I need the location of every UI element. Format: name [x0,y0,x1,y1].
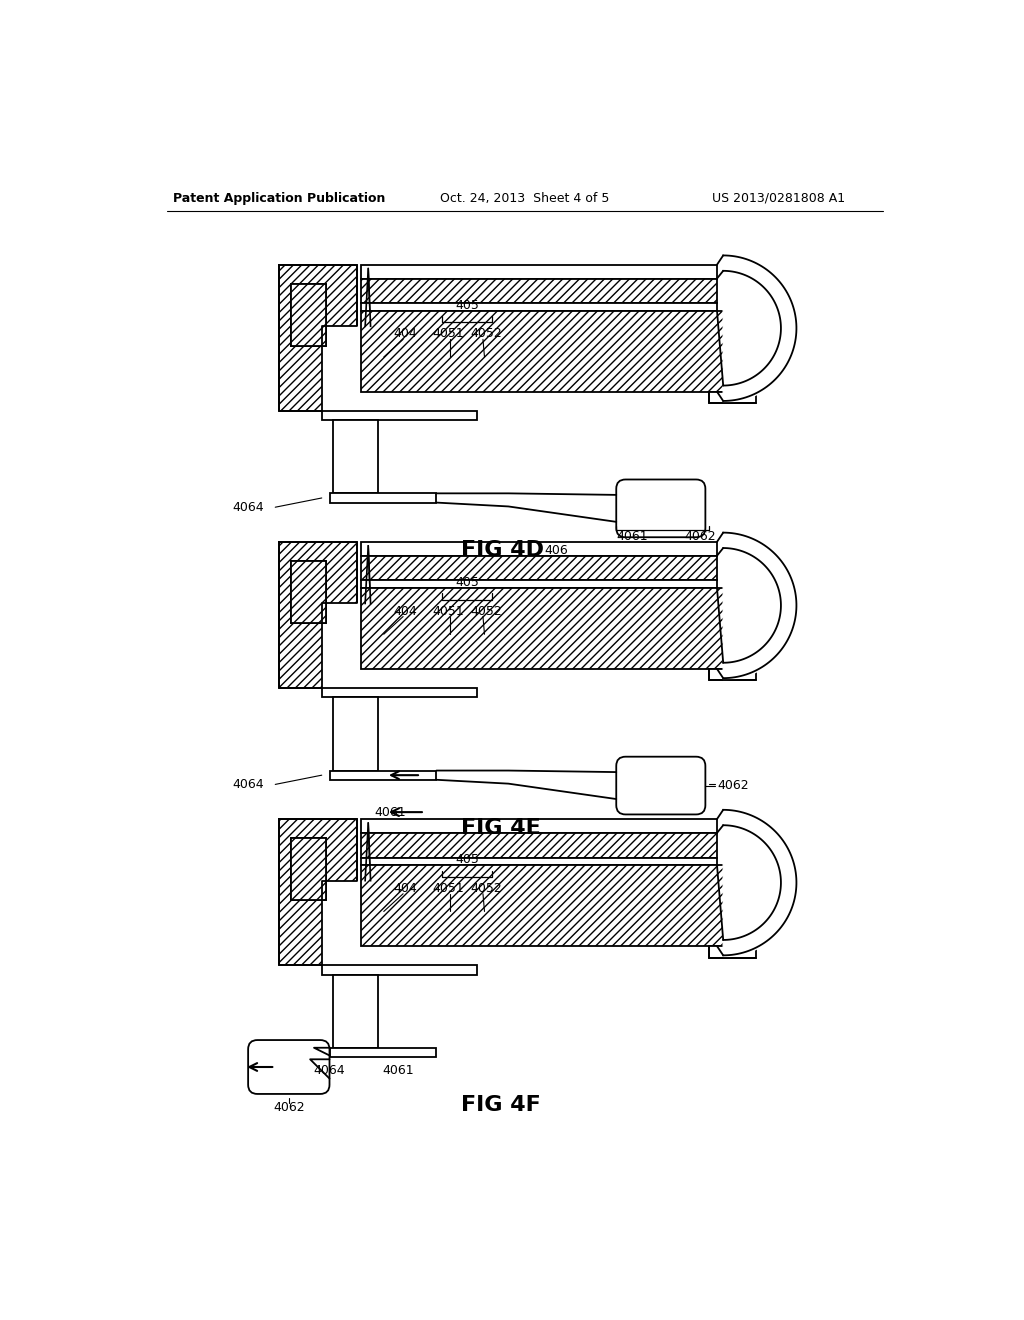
FancyBboxPatch shape [616,479,706,537]
Text: 4051: 4051 [432,605,464,618]
Text: 405: 405 [455,576,479,589]
Bar [360,833,717,858]
Bar [360,556,717,581]
Text: 405: 405 [455,853,479,866]
Bar [322,326,360,411]
Text: 4052: 4052 [471,882,503,895]
Bar [710,946,756,958]
Bar [322,603,360,688]
Bar [291,561,326,623]
Bar [334,697,378,771]
Text: 405: 405 [455,298,479,312]
Text: 4064: 4064 [232,777,263,791]
Text: 404: 404 [393,327,417,341]
Polygon shape [723,808,798,957]
Polygon shape [723,531,798,680]
Text: FIG 4D: FIG 4D [461,540,544,560]
Text: 4061: 4061 [375,805,407,818]
Text: 404: 404 [393,605,417,618]
Bar [710,392,756,404]
Text: FIG 4E: FIG 4E [461,817,541,837]
Text: 4061: 4061 [616,529,648,543]
Text: 4062: 4062 [684,529,716,543]
Bar [280,543,356,688]
Bar [322,880,360,965]
Bar [360,312,756,392]
Bar [322,411,477,420]
Text: 4051: 4051 [432,882,464,895]
Bar [360,866,756,946]
FancyBboxPatch shape [616,756,706,814]
Bar [360,589,756,669]
Bar [322,688,477,697]
Text: 4064: 4064 [232,500,263,513]
Bar [334,974,378,1048]
Bar [360,818,717,833]
FancyBboxPatch shape [248,1040,330,1094]
Bar [291,838,326,900]
Bar [291,284,326,346]
Bar [330,1048,436,1057]
Text: FIG 4F: FIG 4F [461,1094,541,1114]
Bar [360,279,717,304]
Text: 404: 404 [393,882,417,895]
Bar [360,264,717,279]
Bar [360,581,717,589]
Bar [291,838,326,900]
Bar [710,669,756,681]
Bar [280,818,356,965]
Bar [360,858,717,866]
Bar [291,284,326,346]
Text: 4052: 4052 [471,605,503,618]
Bar [291,561,326,623]
Text: 4052: 4052 [471,327,503,341]
Text: 406: 406 [544,544,568,557]
Text: Patent Application Publication: Patent Application Publication [173,191,385,205]
Polygon shape [723,253,798,403]
Bar [291,838,326,900]
Text: 4062: 4062 [273,1101,304,1114]
Text: 4051: 4051 [432,327,464,341]
Bar [334,420,378,494]
Text: 4064: 4064 [313,1064,345,1077]
Bar [280,264,356,411]
Bar [291,561,326,623]
Text: 4061: 4061 [382,1064,414,1077]
Bar [291,284,326,346]
Bar [360,304,717,312]
Text: Oct. 24, 2013  Sheet 4 of 5: Oct. 24, 2013 Sheet 4 of 5 [440,191,609,205]
Bar [330,494,436,503]
Bar [330,771,436,780]
Text: 4062: 4062 [717,779,749,792]
Bar [360,543,717,556]
Bar [322,965,477,974]
Text: US 2013/0281808 A1: US 2013/0281808 A1 [713,191,846,205]
